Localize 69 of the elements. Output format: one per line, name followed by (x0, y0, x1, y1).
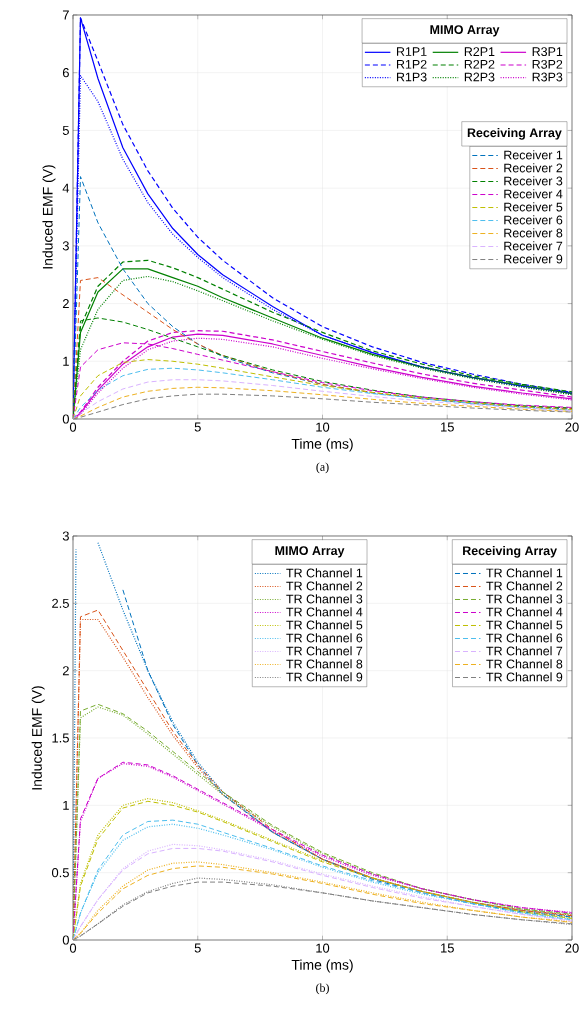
legend-label: R1P2 (396, 59, 427, 69)
legend-title: MIMO Array (430, 25, 500, 37)
legend-title: Receiving Array (463, 545, 557, 558)
y-tick-label: 0 (62, 935, 69, 945)
legend-label: Receiver 3 (504, 176, 563, 186)
legend-label: TR Channel 7 (286, 646, 363, 656)
legend-title: Receiving Array (467, 128, 562, 140)
x-tick-label: 15 (441, 422, 454, 432)
y-tick-label: 3 (62, 241, 69, 251)
y-tick-label: 1 (63, 800, 69, 810)
legend-label: TR Channel 6 (486, 633, 563, 643)
legend-label: TR Channel 7 (486, 646, 563, 656)
legend-label: TR Channel 6 (286, 633, 363, 643)
legend-label: TR Channel 3 (486, 594, 563, 604)
text: (b) (316, 983, 329, 995)
legend-label: Receiver 4 (504, 189, 563, 199)
y-tick-label: 0 (62, 414, 69, 424)
y-tick-label: 6 (62, 68, 69, 78)
legend-label: R2P2 (464, 59, 495, 69)
legend-label: R2P1 (464, 47, 495, 56)
legend-label: TR Channel 2 (486, 581, 563, 591)
legend-label: Receiver 5 (504, 202, 563, 212)
legend-label: TR Channel 9 (486, 672, 563, 682)
x-tick-label: 5 (194, 943, 201, 953)
legend-label: TR Channel 4 (286, 607, 363, 617)
legend-label: TR Channel 1 (486, 568, 563, 578)
y-tick-label: 1.5 (52, 733, 69, 743)
y-tick-label: 0.5 (51, 868, 69, 878)
legend-label: Receiver 7 (504, 241, 563, 251)
legend-label: Receiver 8 (504, 228, 563, 238)
legend-label: R3P3 (532, 72, 563, 82)
legend-label: TR Channel 1 (286, 568, 363, 578)
y-tick-label: 5 (62, 125, 69, 135)
legend-label: TR Channel 4 (486, 607, 563, 617)
y-axis-title: Induced EMF (V) (42, 165, 56, 269)
y-tick-label: 2 (62, 299, 69, 309)
legend-label: R2P3 (464, 72, 495, 82)
legend-label: R3P1 (532, 47, 563, 57)
y-tick-label: 3 (62, 531, 69, 541)
legend-title: MIMO Array (275, 546, 345, 558)
y-tick-label: 1 (63, 356, 69, 366)
x-tick-label: 10 (316, 422, 330, 432)
y-axis-title: Induced EMF (V) (31, 686, 45, 790)
y-tick-label: 2 (62, 666, 69, 676)
legend-label: R1P1 (396, 47, 427, 56)
legend-label: TR Channel 3 (286, 594, 363, 604)
x-tick-label: 20 (565, 943, 579, 953)
legend-label: Receiver 6 (504, 215, 563, 225)
x-tick-label: 5 (194, 422, 201, 432)
text: (a) (316, 462, 329, 474)
x-tick-label: 10 (316, 943, 330, 953)
legend-label: Receiver 1 (504, 150, 563, 160)
y-tick-label: 4 (62, 183, 70, 193)
legend-label: TR Channel 8 (286, 659, 363, 669)
x-axis-title: Time (ms) (291, 959, 353, 973)
legend-label: Receiver 9 (504, 254, 563, 264)
legend-label: TR Channel 2 (286, 581, 363, 591)
legend-label: TR Channel 5 (486, 620, 563, 630)
y-tick-label: 2.5 (52, 598, 69, 608)
x-tick-label: 15 (441, 943, 454, 953)
legend-label: TR Channel 5 (286, 620, 363, 630)
legend-label: TR Channel 8 (486, 659, 563, 669)
legend-label: R1P3 (396, 72, 427, 82)
legend-label: R3P2 (532, 59, 563, 69)
x-axis-title: Time (ms) (291, 438, 353, 452)
legend-label: TR Channel 9 (286, 672, 363, 682)
x-tick-label: 20 (565, 422, 579, 432)
legend-label: Receiver 2 (504, 163, 563, 173)
y-tick-label: 7 (62, 10, 69, 20)
